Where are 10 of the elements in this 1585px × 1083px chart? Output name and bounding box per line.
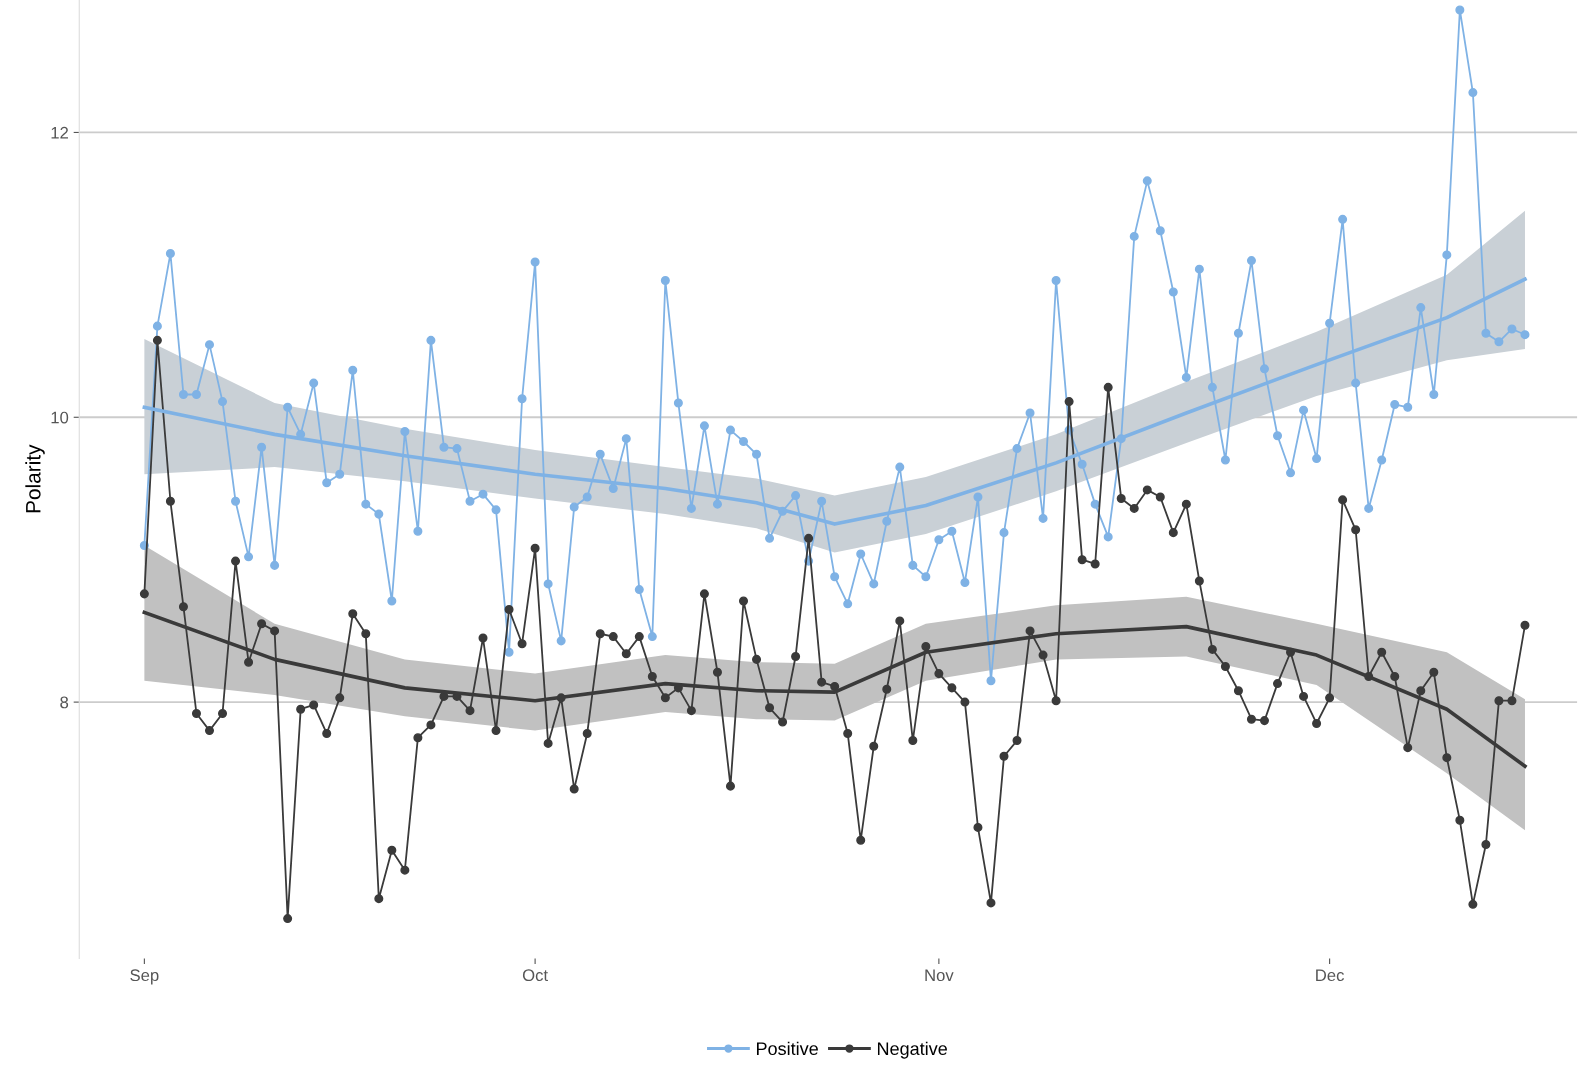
y-axis-title: Polarity: [25, 444, 45, 513]
x-tick-label: Oct: [522, 969, 548, 982]
y-tick-label: 12: [51, 126, 68, 139]
x-tick-label: Dec: [1316, 969, 1344, 982]
x-tick-label: Sep: [130, 969, 159, 985]
y-tick-label: 10: [51, 411, 69, 424]
legend-label: Positive: [756, 1041, 818, 1056]
legend-label: Negative: [877, 1041, 947, 1059]
x-tick-label: Nov: [925, 969, 954, 982]
y-tick-label: 8: [60, 696, 69, 709]
